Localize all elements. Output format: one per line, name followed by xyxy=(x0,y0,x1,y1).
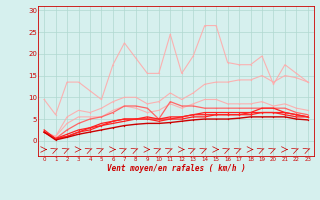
X-axis label: Vent moyen/en rafales ( km/h ): Vent moyen/en rafales ( km/h ) xyxy=(107,164,245,173)
